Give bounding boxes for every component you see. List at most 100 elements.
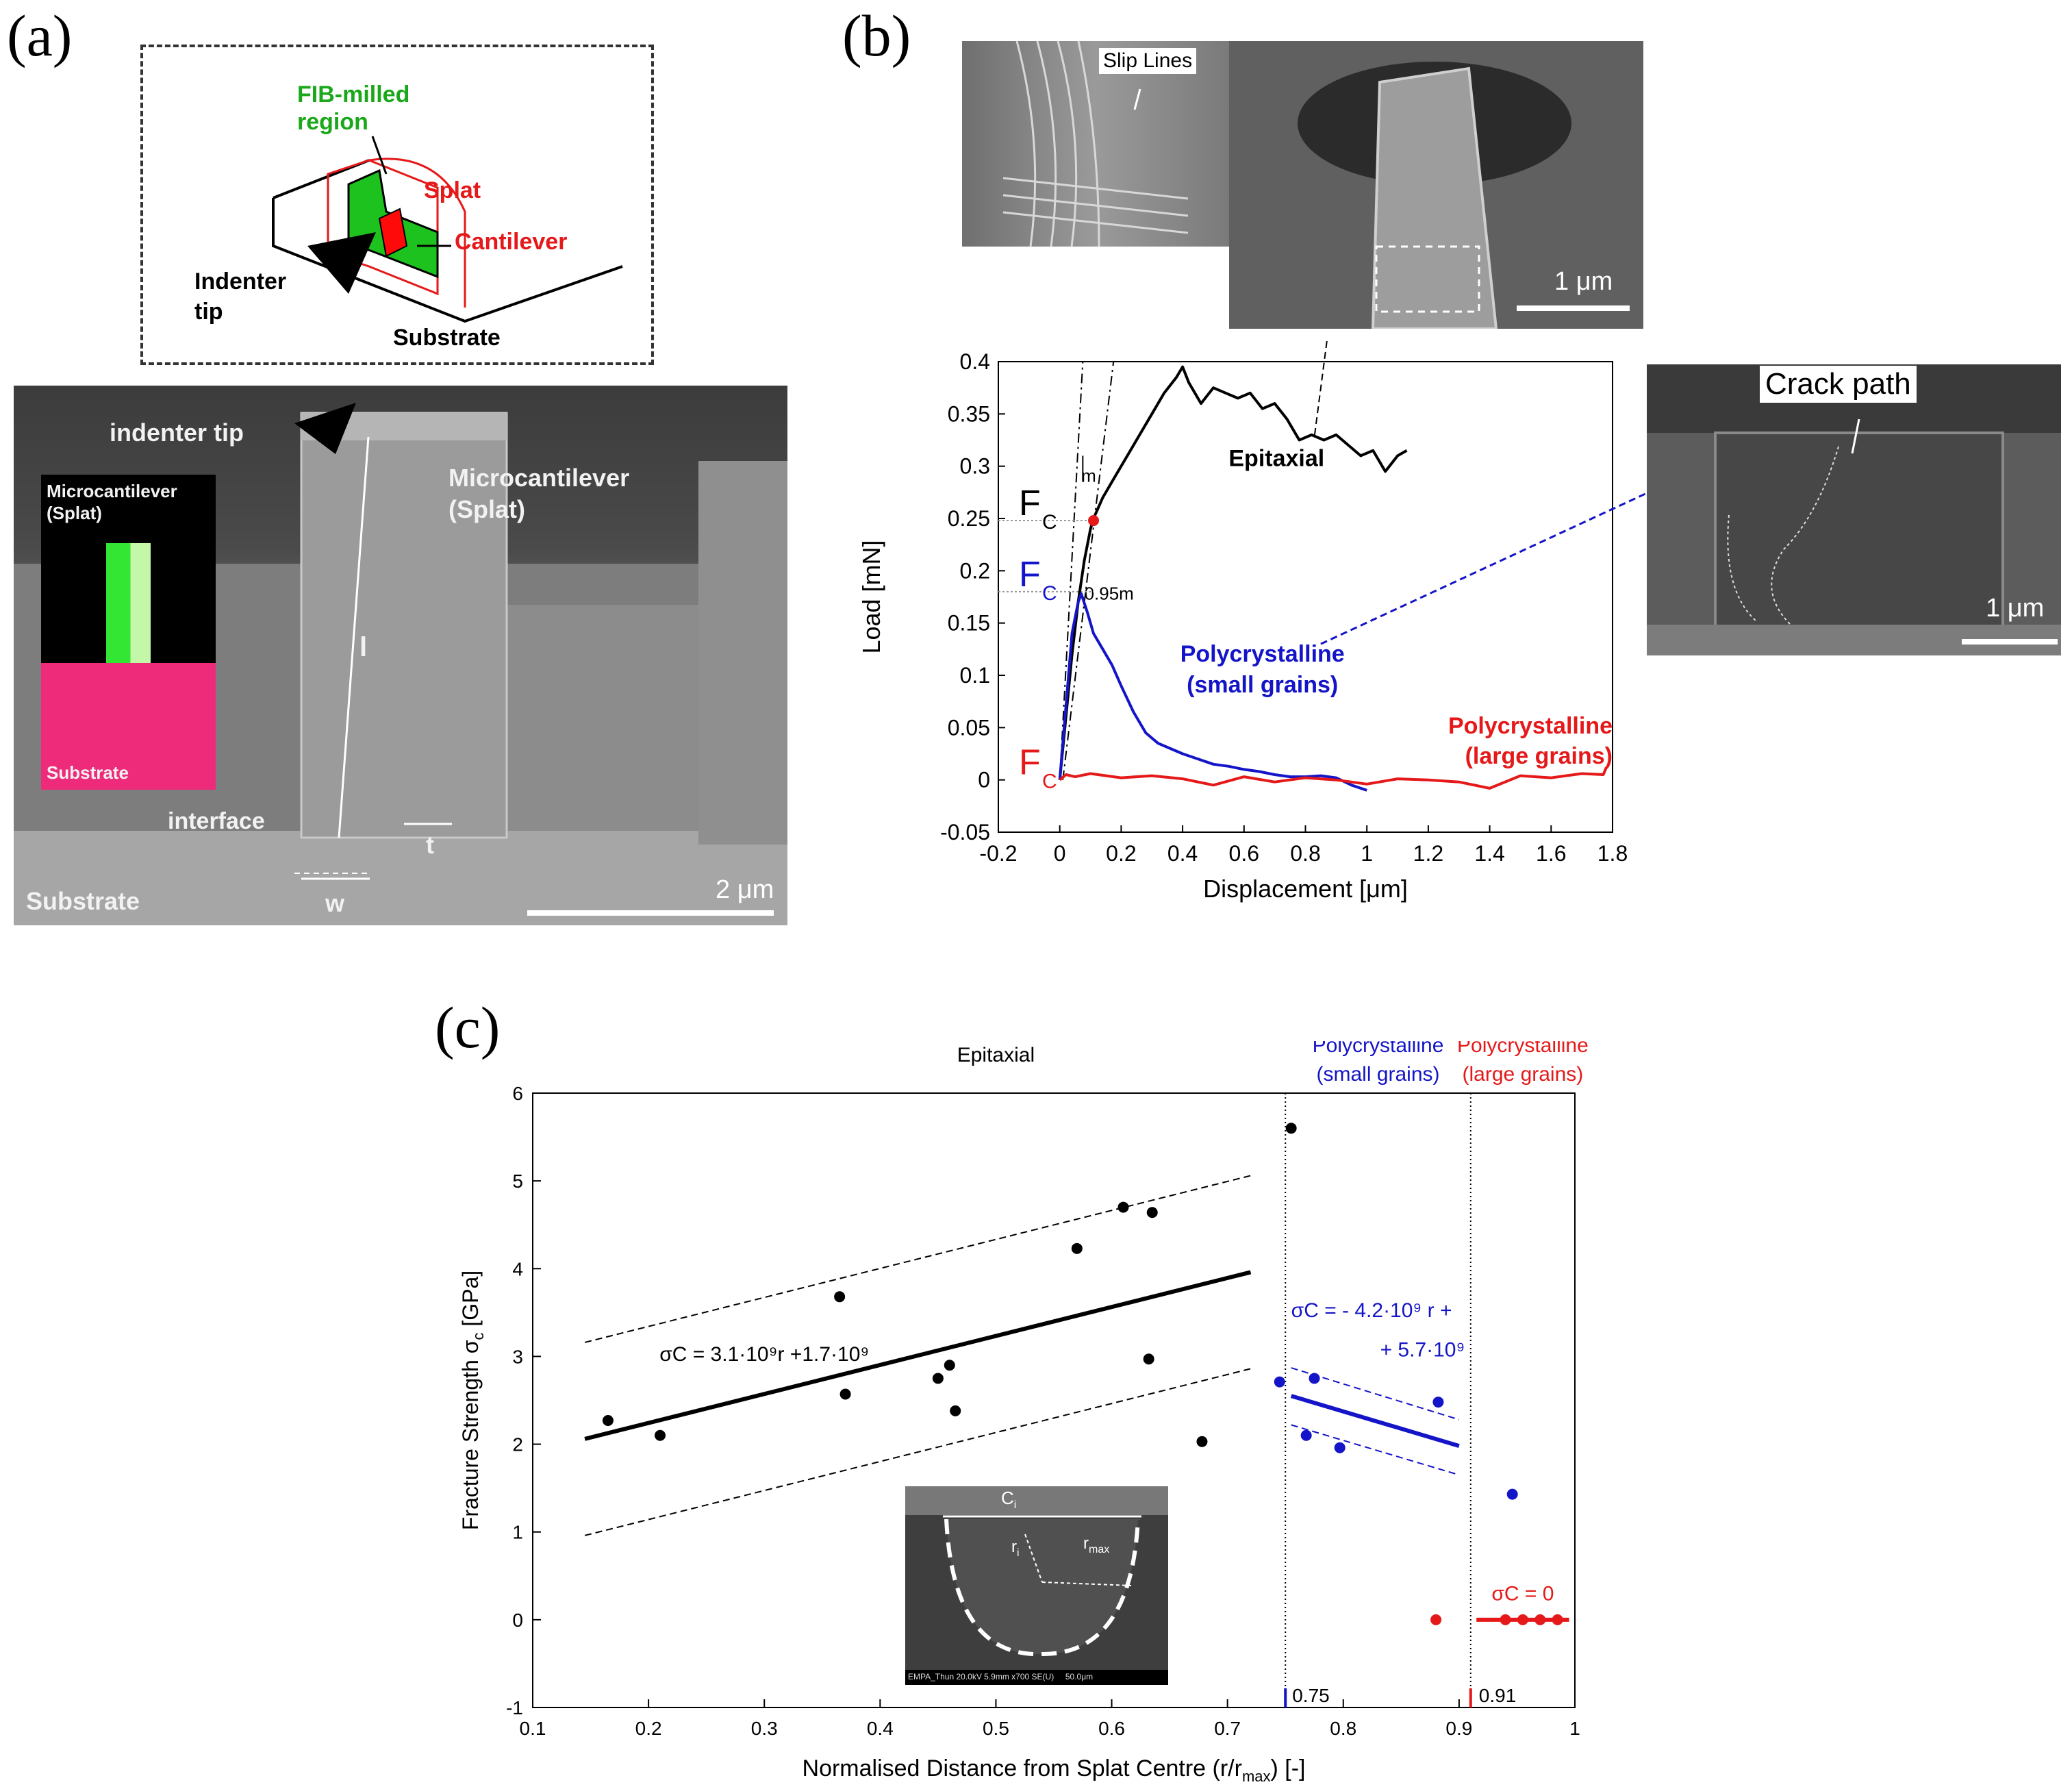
epitaxial-point (1117, 1201, 1129, 1213)
y-tick-label: -1 (506, 1697, 523, 1718)
fit-line-4 (1291, 1367, 1460, 1421)
y-tick-label: 2 (512, 1434, 523, 1455)
fc-label-1: F (1019, 555, 1041, 595)
fc-label-0: F (1019, 484, 1041, 523)
fit-line-2 (584, 1368, 1251, 1536)
large-grains-point (1552, 1614, 1563, 1625)
fc-sub-2: C (1042, 771, 1057, 793)
splat-outline-dashed (944, 1518, 1140, 1657)
fc-sub-1: C (1042, 582, 1057, 605)
y-tick-label: 0.15 (948, 611, 990, 636)
indenter-label: Indenter tip (194, 268, 287, 325)
region-title-1: (small grains) (1316, 1063, 1439, 1086)
y-tick-label: 0 (512, 1610, 523, 1631)
connector-small-grains (1320, 492, 1647, 645)
fit-line-5 (1291, 1424, 1460, 1476)
large-grains-curve (1059, 766, 1608, 790)
region-title-1: Polycrystalline (1313, 1041, 1444, 1057)
x-axis-title: Displacement [μm] (1203, 875, 1408, 903)
substrate-label: Substrate (393, 325, 501, 351)
fc-label-2: F (1019, 743, 1041, 783)
x-tick-label: 0.1 (520, 1718, 546, 1739)
epitaxial-point (1285, 1123, 1297, 1134)
x-tick-label: 1 (1569, 1718, 1580, 1739)
region-title-0: Epitaxial (957, 1044, 1035, 1066)
epitaxial-point (834, 1291, 846, 1303)
y-axis-title: Load [mN] (857, 540, 885, 653)
x-tick-label: 0.6 (1229, 841, 1259, 866)
epitaxial-point (655, 1429, 666, 1441)
x-tick-label: 0.4 (1167, 841, 1198, 866)
annotation-epitaxial: Epitaxial (1228, 446, 1324, 472)
epitaxial-point (1196, 1436, 1208, 1447)
small-grains-point (1309, 1373, 1320, 1384)
x-tick-label: 0.4 (867, 1718, 894, 1739)
scale-bar-label-b1: 1 μm (1554, 267, 1613, 296)
marker-091-label: 0.91 (1479, 1685, 1517, 1706)
fit-line-3 (1290, 1394, 1460, 1449)
inset-bottom-label: Substrate (47, 762, 129, 783)
x-tick-label: 0.8 (1290, 841, 1320, 866)
x-tick-label: 0.7 (1214, 1718, 1241, 1739)
schematic-box: FIB-milled region Splat Cantilever Inden… (140, 45, 654, 365)
epitaxial-point (1071, 1242, 1083, 1254)
x-tick-label: 0.8 (1330, 1718, 1356, 1739)
y-tick-label: 0.35 (948, 401, 990, 426)
small-grains-point (1300, 1429, 1312, 1441)
width-label-w: w (325, 889, 345, 917)
sem-crack-path-image: Crack path 1 μm (1647, 364, 2061, 655)
inset-ri-label: ri (1011, 1538, 1020, 1559)
substrate-outline (272, 198, 623, 323)
x-tick-label: 0.5 (983, 1718, 1009, 1739)
zoom-box (1375, 245, 1480, 313)
fracture-point (1088, 515, 1100, 527)
epitaxial-point (932, 1373, 944, 1384)
load-displacement-chart: -0.2 0 0.2 0.4 0.6 0.8 1 1.2 1.4 1.6 1.8 -0.05 0 0.05… (857, 340, 1647, 903)
y-tick-label: 0.1 (960, 663, 990, 688)
y-tick-label: 3 (512, 1346, 523, 1367)
panel-label-a: (a) (7, 3, 73, 68)
connector-epitaxial (1313, 340, 1328, 435)
thickness-label-t: t (426, 831, 434, 859)
y-axis-title-c: Fracture Strength σc [GPa] (458, 1271, 487, 1530)
sem-substrate-label: Substrate (26, 887, 140, 915)
sem-cantilever-image: Microcantilever (Splat) Substrate indent… (14, 386, 787, 925)
fib-label-line2: region (297, 109, 368, 135)
epitaxial-point (944, 1360, 955, 1371)
cantilever-shape (378, 208, 408, 258)
y-tick-label: 1 (512, 1522, 523, 1543)
sem-microcantilever-label: Microcantilever (Splat) (448, 464, 630, 523)
x-tick-label: 0.9 (1445, 1718, 1472, 1739)
x-tick-label: 1.8 (1597, 841, 1628, 866)
inset-rmax-label: rmax (1083, 1534, 1110, 1555)
scale-bar-label-b2: 1 μm (1986, 594, 2045, 623)
length-label-l: l (359, 632, 368, 662)
y-tick-label: 0.4 (960, 349, 990, 374)
cantilever-schematic: FIB-milled region (272, 82, 623, 323)
x-tick-label: 1.6 (1536, 841, 1566, 866)
sem-indenter-icon (294, 403, 356, 454)
region-title-2: (large grains) (1463, 1063, 1584, 1086)
m095-label: 0.95m (1085, 584, 1134, 604)
large-grains-point (1517, 1614, 1528, 1625)
marker-075-label: 0.75 (1292, 1685, 1330, 1706)
annotation-small-grains-2: (small grains) (1187, 672, 1338, 698)
equation-large-grains: σC = 0 (1491, 1583, 1554, 1605)
sem-indenter-label: indenter tip (110, 418, 244, 447)
equation-small-grains-1: σC = - 4.2·10⁹ r + (1291, 1299, 1452, 1322)
epitaxial-point (1146, 1207, 1158, 1218)
small-grains-curve (1058, 592, 1367, 792)
x-tick-label: 1.4 (1474, 841, 1504, 866)
y-tick-label: 0.05 (948, 715, 990, 740)
interface-label: interface (168, 808, 265, 834)
panel-label-c: (c) (435, 994, 501, 1060)
x-tick-label: 0.3 (751, 1718, 778, 1739)
microcantilever-pillar (300, 412, 508, 839)
cantilever-label: Cantilever (455, 229, 568, 255)
large-grains-point (1534, 1614, 1546, 1625)
sem-epitaxial-image: 1 μm (1229, 41, 1643, 329)
inset-top-label: Microcantilever (Splat) (47, 481, 177, 523)
x-tick-label: -0.2 (979, 841, 1017, 866)
fc-sub-0: C (1042, 511, 1057, 534)
fit-line-1 (584, 1175, 1251, 1343)
